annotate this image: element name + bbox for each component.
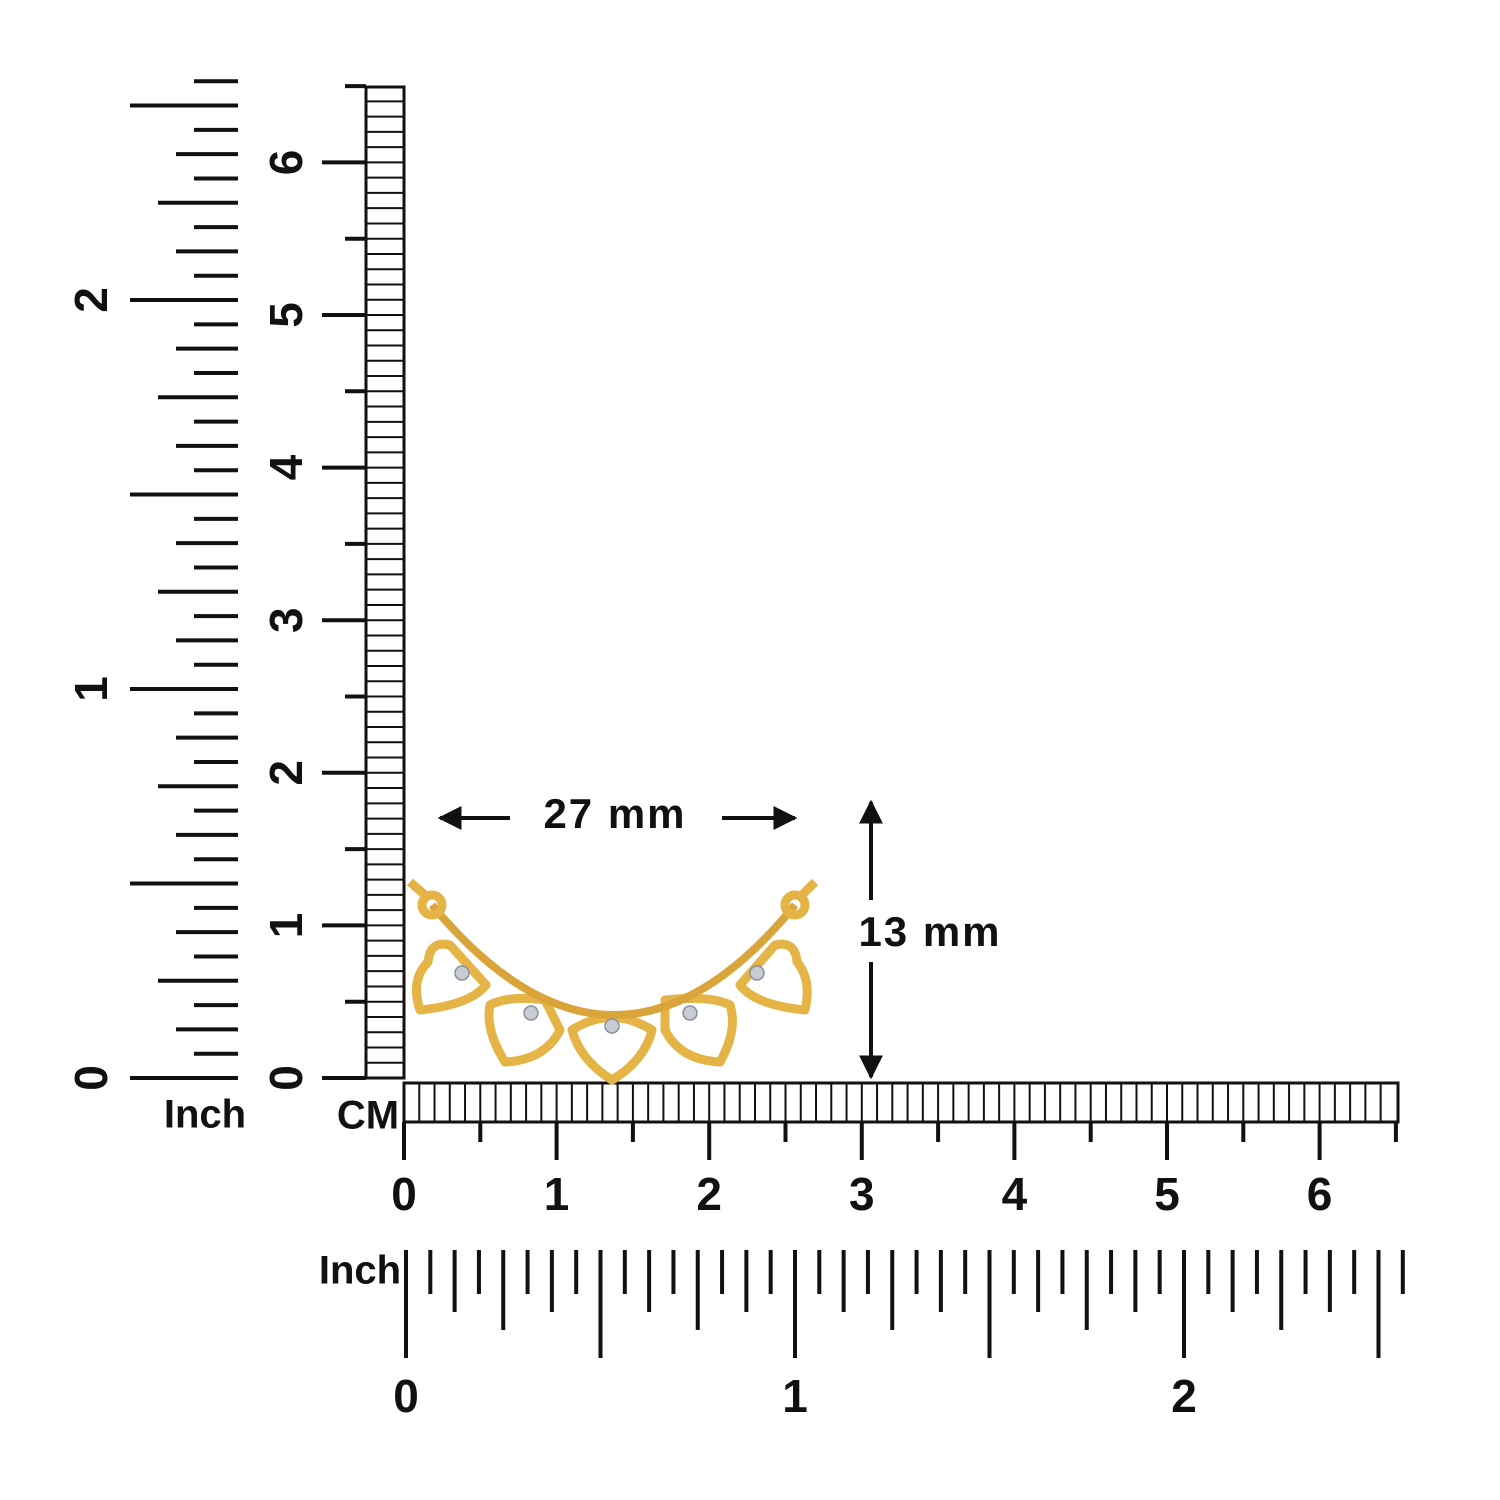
tick-label: 2 <box>696 1168 722 1220</box>
tick-label: 2 <box>1171 1370 1197 1422</box>
rulers: 0 1 2 3 4 5 6 0 1 2 0 1 2 3 4 5 6 0 1 2 <box>65 79 1405 1422</box>
tick-label: 6 <box>260 150 312 176</box>
tick-label: 6 <box>1307 1168 1333 1220</box>
unit-label: Inch <box>164 1093 246 1137</box>
stones <box>454 965 765 1034</box>
tick-label: 0 <box>65 1065 117 1091</box>
tick-label: 5 <box>1154 1168 1180 1220</box>
pendant <box>407 878 819 1085</box>
tick-label: 2 <box>260 760 312 786</box>
cm-scale <box>402 1081 1400 1124</box>
tick-label: 1 <box>260 913 312 939</box>
tick-label: 3 <box>260 607 312 633</box>
tick-label: 1 <box>544 1168 570 1220</box>
unit-label: CM <box>337 1094 399 1138</box>
width-label: 27 mm <box>543 790 686 837</box>
tick-label: 2 <box>65 287 117 313</box>
tick-label: 5 <box>260 302 312 328</box>
cm-scale <box>364 85 406 1080</box>
tick-label: 0 <box>391 1168 417 1220</box>
tick-label: 1 <box>782 1370 808 1422</box>
tick-label: 0 <box>393 1370 419 1422</box>
tick-label: 3 <box>849 1168 875 1220</box>
height-label: 13 mm <box>858 908 1001 955</box>
tick-label: 4 <box>1002 1168 1028 1220</box>
tick-label: 0 <box>260 1065 312 1091</box>
tick-label: 4 <box>260 454 312 480</box>
unit-label: Inch <box>319 1249 401 1293</box>
tick-label: 1 <box>65 676 117 702</box>
